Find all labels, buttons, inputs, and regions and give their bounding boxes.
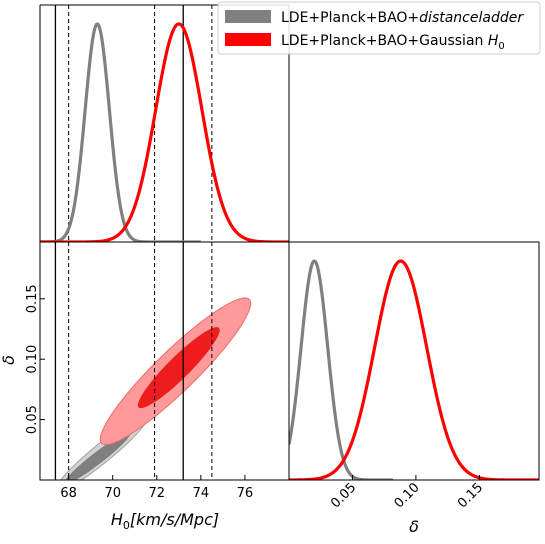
- h0-x-ticks: 68 70 72 74 76: [60, 475, 253, 501]
- delta-y-tick-label-1: 0.10: [25, 345, 40, 374]
- delta-curve-gaussian: [289, 259, 539, 480]
- delta-x-tick-label-0: 0.05: [328, 480, 359, 511]
- legend-swatch-distanceladder: [225, 10, 271, 23]
- h0-curve-distanceladder: [40, 22, 202, 242]
- h0-tick-label-2: 72: [149, 486, 166, 501]
- h0-tick-label-1: 70: [104, 486, 121, 501]
- h0-curve-gaussian: [40, 22, 289, 242]
- delta-y-ticks: 0.05 0.10 0.15: [25, 284, 45, 434]
- delta-x-tick-label-1: 0.10: [392, 480, 423, 511]
- delta-y-axis-label: δ: [0, 355, 18, 365]
- h0-marginal-reference-lines: [54, 5, 213, 242]
- contour-fills: [60, 297, 252, 480]
- contour-inner-distanceladder: [65, 432, 131, 480]
- delta-y-tick-label-2: 0.15: [25, 284, 40, 313]
- legend-label-gaussian: LDE+Planck+BAO+Gaussian H0: [281, 33, 505, 52]
- panel-h0-delta-contours: 68 70 72 74 76 0.05 0.10 0.15: [25, 241, 290, 501]
- h0-tick-label-4: 76: [237, 486, 254, 501]
- legend-label-distanceladder: LDE+Planck+BAO+distanceladder: [281, 10, 524, 26]
- delta-x-tick-label-2: 0.15: [455, 480, 486, 511]
- contour-inner-gaussian: [137, 327, 220, 409]
- h0-tick-label-0: 68: [60, 486, 77, 501]
- contour-reference-lines: [54, 242, 213, 480]
- delta-marginal-frame: [288, 241, 540, 481]
- legend-entry-distanceladder: LDE+Planck+BAO+distanceladder: [225, 10, 524, 26]
- h0-axis-label: H0[km/s/Mpc]: [111, 510, 219, 532]
- delta-curve-distanceladder: [289, 259, 395, 480]
- h0-tick-label-3: 74: [193, 486, 210, 501]
- legend-entry-gaussian: LDE+Planck+BAO+Gaussian H0: [225, 33, 505, 52]
- legend-frame: [217, 1, 541, 55]
- delta-x-axis-label: δ: [409, 517, 419, 536]
- panel-delta-marginal: 0.05 0.10 0.15: [288, 241, 540, 511]
- h0-marginal-curves: [40, 22, 289, 242]
- legend-swatch-gaussian: [225, 33, 271, 46]
- delta-y-tick-label-0: 0.05: [25, 405, 40, 434]
- legend: LDE+Planck+BAO+distanceladder LDE+Planck…: [217, 1, 541, 55]
- delta-marginal-curves: [289, 259, 539, 480]
